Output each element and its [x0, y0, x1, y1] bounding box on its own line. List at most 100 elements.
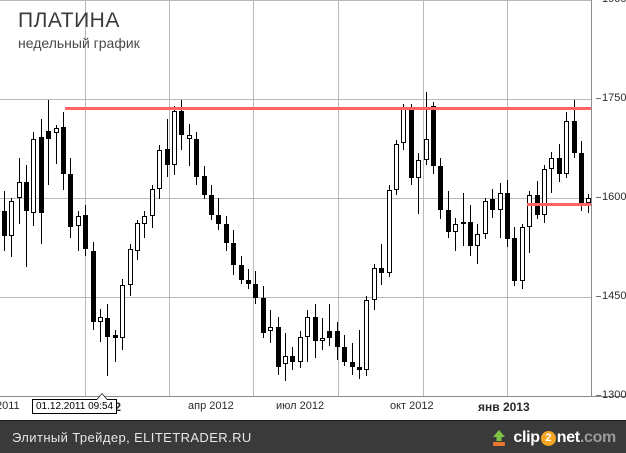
y-axis-tick-label: 1750 [596, 92, 626, 104]
chart-canvas[interactable]: ПЛАТИНА недельный график 1900 1750 1600 145… [0, 0, 626, 420]
candle-wick [426, 92, 427, 165]
candle-body-down [579, 153, 584, 204]
gridline-vertical [423, 0, 424, 396]
candle-body-down [224, 224, 229, 243]
candle-body-down [216, 215, 221, 225]
candle-body-up [128, 249, 133, 286]
candle-wick [551, 151, 552, 193]
candle-body-up [475, 233, 480, 246]
candle-body-up [31, 138, 36, 213]
candle-wick [248, 269, 249, 290]
x-axis-tick-label: июл 2012 [276, 400, 325, 412]
candle-body-down [557, 158, 562, 175]
candle-wick [359, 330, 360, 379]
candle-body-down [379, 267, 384, 274]
candle-body-up [283, 356, 288, 365]
candle-body-up [424, 138, 429, 160]
candle-wick [107, 303, 108, 377]
clip2net-logo[interactable]: clip 2 net .com [489, 428, 616, 448]
y-axis-tick-label: 1450 [596, 290, 626, 302]
candle-body-up [320, 337, 325, 341]
level-line-resistance [65, 107, 592, 110]
gridline-horizontal [0, 198, 592, 199]
candle-body-up [17, 181, 22, 198]
candle-body-down [357, 366, 362, 370]
candle-body-up [401, 108, 406, 143]
candle-body-down [61, 126, 66, 175]
candle-body-down [165, 148, 170, 165]
candle-body-up [498, 192, 503, 210]
candle-body-down [46, 130, 51, 139]
x-axis-tick-label: 2011 [0, 400, 20, 412]
candle-body-up [142, 216, 147, 225]
candle-body-down [431, 105, 436, 167]
candle-body-up [150, 188, 155, 217]
candle-body-up [542, 168, 547, 216]
candle-body-down [91, 250, 96, 323]
candle-body-down [209, 195, 214, 216]
candle-wick [26, 165, 27, 268]
candle-body-down [572, 121, 577, 154]
candle-body-up [372, 267, 377, 300]
gridline-horizontal [0, 0, 592, 1]
candle-body-down [179, 110, 184, 135]
candle-body-down [276, 327, 281, 367]
candle-body-up [298, 336, 303, 362]
candle-body-down [261, 298, 266, 333]
logo-part-clip: clip [513, 429, 540, 446]
candle-body-up [9, 200, 14, 237]
candle-body-down [446, 209, 451, 233]
candle-body-down [490, 199, 495, 210]
datestamp-tooltip: 01.12.2011 09:54 [32, 399, 118, 414]
y-axis-tick-label: 1300 [596, 389, 626, 401]
candle-body-down [505, 192, 510, 239]
gridline-vertical [253, 0, 254, 396]
candle-body-up [549, 158, 554, 169]
candle-body-up [172, 110, 177, 165]
candle-wick [352, 343, 353, 375]
candle-body-up [364, 299, 369, 370]
candle-wick [381, 244, 382, 286]
gridline-vertical [169, 0, 170, 396]
x-axis-tick-label: апр 2012 [188, 400, 234, 412]
candle-body-up [268, 327, 273, 332]
candle-body-down [327, 331, 332, 338]
candle-body-down [113, 335, 118, 338]
candle-body-up [416, 159, 421, 179]
candle-body-up [157, 150, 162, 189]
candle-wick [56, 125, 57, 164]
candle-wick [48, 100, 49, 185]
candle-body-down [253, 283, 258, 299]
candle-body-up [483, 200, 488, 234]
candle-body-down [438, 166, 443, 210]
y-axis-tick-label: 1600 [596, 191, 626, 203]
candle-body-up [135, 223, 140, 251]
candle-body-down [68, 174, 73, 228]
candle-body-down [2, 211, 7, 237]
datestamp-pointer [97, 394, 107, 400]
candle-body-down [512, 237, 517, 282]
footer-credit: Элитный Трейдер, ELITETRADER.RU [12, 430, 252, 445]
logo-part-dotcom: .com [579, 429, 616, 446]
x-axis-tick-label: янв 2013 [478, 400, 530, 414]
candle-wick [463, 192, 464, 246]
candle-body-down [468, 221, 473, 246]
candle-wick [322, 318, 323, 350]
y-axis-tick-text: 1900 [602, 0, 626, 5]
candle-body-down [342, 347, 347, 362]
candle-body-up [564, 121, 569, 175]
candle-wick [167, 118, 168, 177]
plot-region[interactable] [0, 0, 592, 396]
candle-body-down [350, 361, 355, 367]
y-axis-tick-label: 1900 [596, 0, 626, 5]
candle-wick [329, 303, 330, 346]
gridline-horizontal [0, 99, 592, 100]
page-title: ПЛАТИНА [18, 9, 120, 32]
title-block: ПЛАТИНА недельный график [18, 8, 140, 52]
candle-wick [500, 183, 501, 238]
candle-body-down [246, 279, 251, 284]
gridline-horizontal [0, 297, 592, 298]
candle-body-down [313, 316, 318, 341]
level-line-support [527, 203, 592, 206]
